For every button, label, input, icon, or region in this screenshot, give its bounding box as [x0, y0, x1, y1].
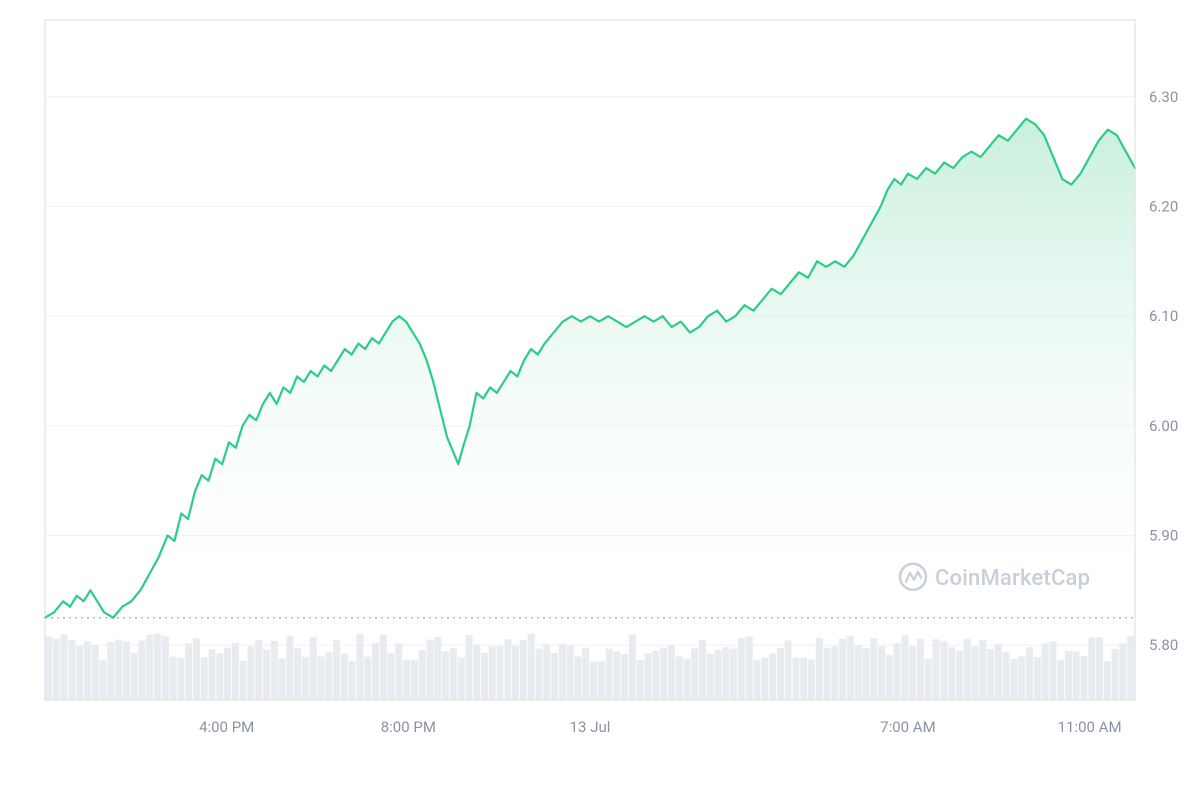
price-area-fill: [45, 119, 1135, 618]
svg-text:4:00 PM: 4:00 PM: [199, 718, 254, 736]
y-axis-labels: 5.80 5.90 6.00 6.10 6.20 6.30: [1149, 88, 1178, 654]
svg-text:6.30: 6.30: [1149, 88, 1178, 106]
chart-svg: 5.80 5.90 6.00 6.10 6.20 6.30 4:00 PM 8:00 PM 1…: [0, 0, 1200, 800]
svg-text:8:00 PM: 8:00 PM: [381, 718, 436, 736]
price-chart[interactable]: 5.80 5.90 6.00 6.10 6.20 6.30 4:00 PM 8:00 PM 1…: [0, 0, 1200, 800]
svg-text:5.90: 5.90: [1149, 526, 1178, 544]
x-axis-labels: 4:00 PM 8:00 PM 13 Jul 7:00 AM 11:00 AM: [199, 718, 1122, 736]
svg-text:6.00: 6.00: [1149, 417, 1178, 435]
watermark-text: CoinMarketCap: [935, 566, 1090, 591]
svg-text:6.10: 6.10: [1149, 307, 1178, 325]
svg-text:7:00 AM: 7:00 AM: [880, 718, 936, 736]
svg-text:13 Jul: 13 Jul: [570, 718, 611, 736]
svg-text:5.80: 5.80: [1149, 636, 1178, 654]
svg-text:11:00 AM: 11:00 AM: [1058, 718, 1122, 736]
volume-bars: [45, 634, 1134, 700]
svg-text:6.20: 6.20: [1149, 197, 1178, 215]
